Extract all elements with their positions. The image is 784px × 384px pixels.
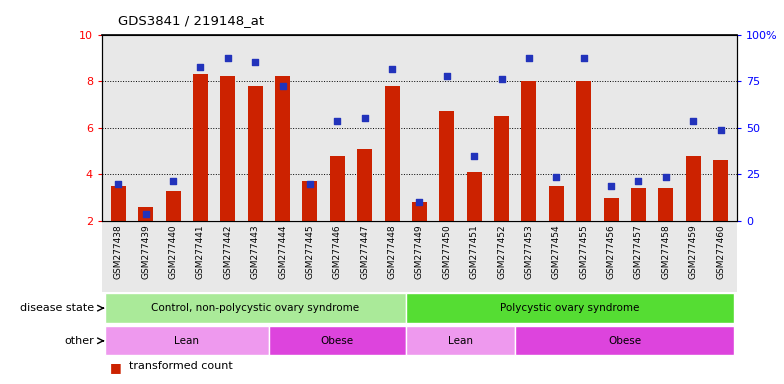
Text: other: other [64, 336, 94, 346]
Point [468, 152, 481, 159]
Bar [406, 293, 735, 323]
Bar [138, 207, 153, 221]
Text: GSM277439: GSM277439 [141, 224, 151, 279]
Bar [604, 197, 619, 221]
Bar [659, 188, 673, 221]
Text: Polycystic ovary syndrome: Polycystic ovary syndrome [500, 303, 640, 313]
Point [303, 180, 316, 187]
Point [577, 55, 590, 61]
Text: GSM277460: GSM277460 [716, 224, 725, 279]
Bar [384, 86, 400, 221]
Bar [275, 76, 290, 221]
Bar [466, 172, 481, 221]
Text: GSM277447: GSM277447 [360, 224, 369, 279]
Bar [549, 186, 564, 221]
Point [222, 55, 234, 61]
Bar [515, 326, 735, 356]
Bar [686, 156, 701, 221]
Text: GSM277438: GSM277438 [114, 224, 123, 279]
Bar [412, 202, 427, 221]
Point [413, 199, 426, 205]
Text: Lean: Lean [448, 336, 473, 346]
Bar [193, 74, 208, 221]
Point [194, 64, 207, 70]
Text: GSM277451: GSM277451 [470, 224, 479, 279]
Text: GSM277441: GSM277441 [196, 224, 205, 279]
Text: GSM277448: GSM277448 [387, 224, 397, 279]
Point [358, 115, 371, 121]
Point [441, 73, 453, 79]
Text: GSM277444: GSM277444 [278, 224, 287, 279]
Text: GSM277459: GSM277459 [688, 224, 698, 279]
Text: GSM277445: GSM277445 [306, 224, 314, 279]
Text: GSM277446: GSM277446 [333, 224, 342, 279]
Bar [713, 160, 728, 221]
Text: GSM277452: GSM277452 [497, 224, 506, 279]
Bar [165, 190, 180, 221]
Text: transformed count: transformed count [129, 361, 233, 371]
Point [249, 60, 262, 66]
Text: GSM277453: GSM277453 [524, 224, 533, 279]
Text: Obese: Obese [321, 336, 354, 346]
Bar [521, 81, 536, 221]
Text: ■: ■ [110, 361, 125, 374]
Text: GSM277457: GSM277457 [634, 224, 643, 279]
Bar [406, 326, 515, 356]
Point [604, 183, 617, 189]
Text: GSM277442: GSM277442 [223, 224, 232, 279]
Text: GSM277449: GSM277449 [415, 224, 424, 279]
Point [659, 174, 672, 180]
Point [331, 118, 343, 124]
Bar [576, 81, 591, 221]
Bar [439, 111, 455, 221]
Text: GSM277450: GSM277450 [442, 224, 452, 279]
Bar [269, 326, 406, 356]
Text: GSM277458: GSM277458 [661, 224, 670, 279]
Text: Lean: Lean [174, 336, 199, 346]
Bar [220, 76, 235, 221]
Text: GDS3841 / 219148_at: GDS3841 / 219148_at [118, 14, 263, 27]
Text: GSM277455: GSM277455 [579, 224, 588, 279]
Point [523, 55, 535, 61]
Point [386, 66, 398, 73]
Bar [358, 149, 372, 221]
Bar [104, 293, 406, 323]
Point [140, 211, 152, 217]
Bar [631, 188, 646, 221]
Point [714, 127, 727, 133]
Text: GSM277454: GSM277454 [552, 224, 561, 279]
Point [276, 83, 289, 89]
Text: GSM277443: GSM277443 [251, 224, 260, 279]
Point [112, 180, 125, 187]
Text: GSM277440: GSM277440 [169, 224, 178, 279]
Bar [303, 181, 318, 221]
Bar [330, 156, 345, 221]
Point [632, 178, 644, 184]
Bar [248, 86, 263, 221]
Text: GSM277456: GSM277456 [607, 224, 615, 279]
Bar [104, 326, 269, 356]
Bar [494, 116, 509, 221]
Point [167, 178, 180, 184]
Text: Obese: Obese [608, 336, 641, 346]
Text: disease state: disease state [20, 303, 94, 313]
Point [550, 174, 563, 180]
Text: Control, non-polycystic ovary syndrome: Control, non-polycystic ovary syndrome [151, 303, 359, 313]
Bar [111, 186, 126, 221]
Point [687, 118, 699, 124]
Point [495, 76, 508, 82]
